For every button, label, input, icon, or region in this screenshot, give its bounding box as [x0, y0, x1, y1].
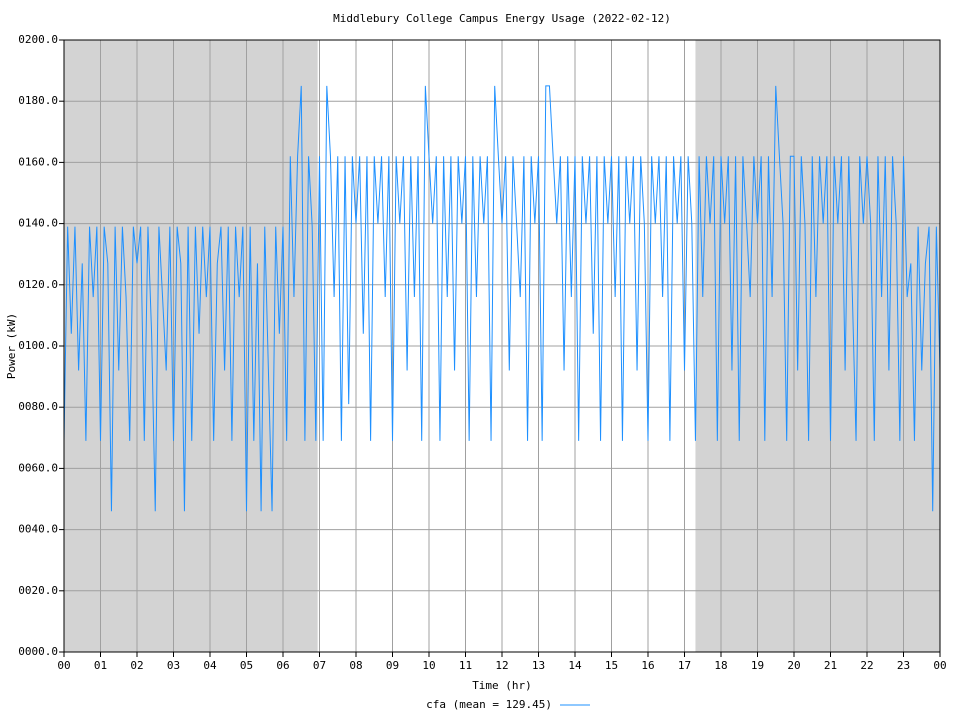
x-tick-label: 12 [495, 659, 508, 672]
x-tick-label: 05 [240, 659, 253, 672]
x-tick-label: 03 [167, 659, 180, 672]
x-tick-label: 09 [386, 659, 399, 672]
y-tick-label: 0180.0 [18, 94, 58, 107]
x-tick-label: 13 [532, 659, 545, 672]
x-tick-label: 06 [276, 659, 289, 672]
x-tick-label: 21 [824, 659, 837, 672]
x-tick-label: 16 [641, 659, 654, 672]
x-tick-label: 18 [714, 659, 727, 672]
x-tick-label: 04 [203, 659, 217, 672]
x-tick-label: 19 [751, 659, 764, 672]
x-tick-label: 11 [459, 659, 472, 672]
x-tick-label: 00 [933, 659, 946, 672]
plot-border [63, 39, 941, 653]
y-tick-label: 0000.0 [18, 645, 58, 658]
x-tick-label: 00 [57, 659, 70, 672]
y-tick-label: 0060.0 [18, 461, 58, 474]
y-tick-label: 0200.0 [18, 33, 58, 46]
y-tick-label: 0160.0 [18, 155, 58, 168]
y-tick-label: 0140.0 [18, 217, 58, 230]
y-tick-label: 0020.0 [18, 584, 58, 597]
x-tick-label: 15 [605, 659, 618, 672]
x-tick-label: 02 [130, 659, 143, 672]
x-tick-label: 08 [349, 659, 362, 672]
x-tick-label: 20 [787, 659, 800, 672]
chart-title: Middlebury College Campus Energy Usage (… [333, 12, 671, 25]
y-tick-label: 0100.0 [18, 339, 58, 352]
legend-label: cfa (mean = 129.45) [426, 698, 552, 711]
y-tick-label: 0120.0 [18, 278, 58, 291]
x-tick-label: 07 [313, 659, 326, 672]
y-tick-label: 0080.0 [18, 400, 58, 413]
x-axis-label: Time (hr) [472, 679, 532, 692]
x-tick-label: 23 [897, 659, 910, 672]
x-tick-label: 14 [568, 659, 582, 672]
x-tick-label: 22 [860, 659, 873, 672]
x-tick-label: 10 [422, 659, 435, 672]
data-line [63, 85, 941, 512]
x-tick-label: 17 [678, 659, 691, 672]
y-axis-label: Power (kW) [5, 313, 18, 379]
x-tick-label: 01 [94, 659, 107, 672]
y-tick-label: 0040.0 [18, 523, 58, 536]
